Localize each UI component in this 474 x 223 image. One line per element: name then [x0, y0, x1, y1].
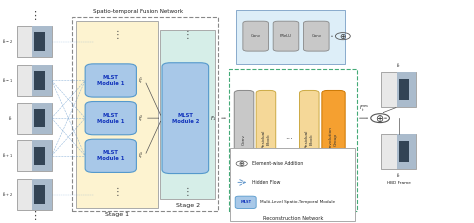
FancyBboxPatch shape	[273, 21, 299, 51]
Bar	[236, 10, 345, 64]
Text: Residual
Block: Residual Block	[262, 130, 270, 149]
Text: ⋮: ⋮	[28, 11, 40, 21]
Text: ⋮: ⋮	[112, 187, 122, 197]
Text: Convolution
Group: Convolution Group	[329, 126, 338, 152]
Bar	[381, 72, 416, 107]
Text: $F_t^{res}$: $F_t^{res}$	[359, 104, 370, 114]
Bar	[17, 179, 52, 210]
Bar	[17, 103, 52, 134]
Bar	[34, 32, 45, 51]
Bar	[381, 134, 416, 169]
Text: Residual
Block: Residual Block	[305, 130, 314, 149]
Text: ⋮: ⋮	[112, 30, 122, 40]
Text: $l_t^1$: $l_t^1$	[138, 75, 144, 86]
Bar	[34, 185, 45, 204]
Bar	[72, 17, 219, 211]
FancyBboxPatch shape	[235, 196, 256, 209]
Bar	[32, 179, 52, 210]
Bar	[397, 72, 416, 107]
Text: $I_t$: $I_t$	[396, 171, 401, 180]
Text: Multi-Level Spatio-Temporal Module: Multi-Level Spatio-Temporal Module	[260, 200, 336, 204]
Bar	[32, 65, 52, 96]
Bar	[76, 21, 158, 208]
Bar	[17, 65, 52, 96]
Text: ⋮: ⋮	[183, 187, 192, 197]
Text: MLST
Module 1: MLST Module 1	[97, 113, 125, 124]
Text: $\it{I_{t-2}}$: $\it{I_{t-2}}$	[2, 37, 13, 46]
Text: ⋮: ⋮	[28, 211, 40, 221]
Bar	[17, 140, 52, 171]
Text: PReLU: PReLU	[280, 34, 292, 38]
FancyBboxPatch shape	[303, 21, 329, 51]
Text: $\oplus$: $\oplus$	[238, 159, 246, 168]
Text: Hidden Flow: Hidden Flow	[252, 180, 280, 185]
Text: MLST
Module 1: MLST Module 1	[97, 151, 125, 161]
Text: MLST: MLST	[240, 200, 251, 204]
Text: $l_t^3$: $l_t^3$	[138, 151, 144, 161]
Bar	[160, 29, 215, 199]
Text: Conv: Conv	[242, 134, 246, 145]
Text: $\it{I_t}$: $\it{I_t}$	[8, 114, 13, 123]
Bar	[34, 109, 45, 128]
FancyBboxPatch shape	[243, 21, 268, 51]
Bar	[34, 71, 45, 90]
Text: $\oplus$: $\oplus$	[339, 32, 346, 41]
Bar	[32, 140, 52, 171]
Text: ⋮: ⋮	[183, 30, 192, 40]
FancyBboxPatch shape	[234, 91, 254, 188]
Text: $l_t^2$: $l_t^2$	[138, 113, 144, 124]
Text: ···: ···	[285, 135, 293, 144]
Bar	[399, 141, 409, 162]
Bar	[228, 69, 357, 211]
FancyBboxPatch shape	[85, 139, 137, 172]
Bar	[17, 26, 52, 57]
FancyBboxPatch shape	[162, 63, 209, 173]
Text: $\oplus$: $\oplus$	[375, 113, 385, 124]
Bar	[34, 147, 45, 165]
Text: Stage 2: Stage 2	[175, 203, 200, 209]
Text: $F_1$: $F_1$	[210, 114, 217, 123]
Bar	[399, 79, 409, 100]
Text: MLST
Module 2: MLST Module 2	[172, 113, 199, 124]
Text: Element-wise Addition: Element-wise Addition	[252, 161, 303, 166]
Text: MLST
Module 1: MLST Module 1	[97, 75, 125, 86]
Text: HBD Frame: HBD Frame	[387, 181, 410, 185]
Text: $\it{I_{t+2}}$: $\it{I_{t+2}}$	[2, 190, 13, 199]
Bar	[32, 26, 52, 57]
Text: Conv: Conv	[311, 34, 321, 38]
FancyBboxPatch shape	[85, 64, 137, 97]
Bar	[32, 103, 52, 134]
FancyBboxPatch shape	[300, 91, 319, 188]
Text: Stage 1: Stage 1	[105, 212, 129, 217]
Text: $\it{I_{t+1}}$: $\it{I_{t+1}}$	[2, 151, 13, 160]
FancyBboxPatch shape	[322, 91, 345, 188]
Text: Spatio-temporal Fusion Network: Spatio-temporal Fusion Network	[92, 9, 183, 14]
Bar	[397, 134, 416, 169]
Text: Conv: Conv	[251, 34, 261, 38]
Bar	[229, 148, 356, 221]
FancyBboxPatch shape	[85, 101, 137, 135]
FancyBboxPatch shape	[256, 91, 276, 188]
Text: Reconstruction Network: Reconstruction Network	[263, 216, 323, 221]
Text: $I_t$: $I_t$	[396, 61, 401, 70]
Text: $\it{I_{t-1}}$: $\it{I_{t-1}}$	[2, 76, 13, 85]
